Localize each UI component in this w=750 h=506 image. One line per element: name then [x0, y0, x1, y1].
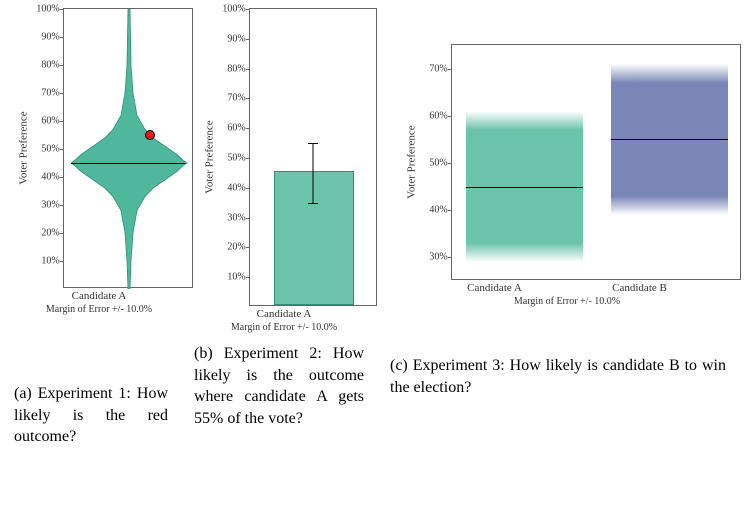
ytick-mark	[448, 69, 452, 70]
panel-a-xlabel: Candidate A	[72, 290, 127, 302]
ytick: 80%	[220, 63, 246, 74]
ytick: 90%	[220, 33, 246, 44]
ytick-mark	[246, 218, 250, 219]
panel-a-chart: 10%20%30%40%50%60%70%80%90%100%	[63, 8, 193, 288]
panel-c-chart: 30%40%50%60%70%	[451, 44, 741, 280]
ytick-mark	[246, 39, 250, 40]
ytick-mark	[246, 9, 250, 10]
caption-a: (a) Experiment 1: How likely is the red …	[12, 383, 170, 448]
ytick: 60%	[34, 116, 60, 127]
ytick: 20%	[220, 242, 246, 253]
panel-c-chart-wrap: Voter Preference 30%40%50%60%70%	[375, 44, 740, 280]
violin-mean-line	[71, 163, 185, 164]
caption-b: (b) Experiment 2: How likely is the outc…	[192, 343, 366, 429]
ytick-mark	[246, 277, 250, 278]
panel-b-xlabel: Candidate A	[257, 308, 312, 320]
ytick: 80%	[34, 60, 60, 71]
panel-c-xlabel-b: Candidate B	[567, 282, 712, 294]
ytick: 20%	[34, 228, 60, 239]
panels: Voter Preference 10%20%30%40%50%60%70%80…	[0, 0, 750, 333]
ytick: 100%	[34, 4, 60, 15]
panel-a-chart-wrap: Voter Preference 10%20%30%40%50%60%70%80…	[0, 8, 193, 288]
ytick: 10%	[34, 256, 60, 267]
panel-c-xlabel-a: Candidate A	[422, 282, 567, 294]
ytick: 60%	[220, 123, 246, 134]
ytick: 40%	[34, 172, 60, 183]
ytick: 40%	[422, 205, 448, 216]
ytick: 90%	[34, 32, 60, 43]
ytick-mark	[448, 257, 452, 258]
ytick-mark	[448, 210, 452, 211]
panel-b-ylabel: Voter Preference	[204, 120, 216, 193]
caption-c: (c) Experiment 3: How likely is candidat…	[388, 355, 728, 398]
bar-candidate-a	[274, 171, 354, 305]
ytick: 30%	[422, 252, 448, 263]
mean-line-b	[611, 139, 728, 140]
panel-c-ylabel: Voter Preference	[406, 125, 418, 198]
captions-row: (a) Experiment 1: How likely is the red …	[0, 333, 750, 448]
ytick-mark	[246, 188, 250, 189]
panel-c: Voter Preference 30% 40% 50% 60% 70% Candida…	[386, 44, 730, 307]
ytick: 50%	[422, 158, 448, 169]
ytick: 70%	[34, 88, 60, 99]
ytick: 10%	[220, 272, 246, 283]
ytick-mark	[246, 69, 250, 70]
panel-b: Voter Preference 10% 20% 30% 40% 50% 60% 70% 80…	[188, 8, 362, 333]
panel-c-xlabels: Candidate A Candidate B	[422, 280, 712, 294]
ytick-mark	[246, 158, 250, 159]
ytick: 50%	[34, 144, 60, 155]
panel-b-chart-wrap: Voter Preference 10%20%30%40%50%60%70%80…	[173, 8, 376, 306]
ytick: 50%	[220, 153, 246, 164]
ytick: 30%	[34, 200, 60, 211]
violin-shape	[64, 9, 194, 289]
panel-c-margin: Margin of Error +/- 10.0%	[514, 296, 620, 307]
panel-b-margin: Margin of Error +/- 10.0%	[231, 322, 337, 333]
ytick-mark	[246, 128, 250, 129]
panel-a-margin: Margin of Error +/- 10.0%	[46, 304, 152, 315]
ytick: 100%	[220, 4, 246, 15]
panel-a: Voter Preference 10% 20% 30% 40% 50% 60% 70% 80…	[8, 8, 172, 315]
ytick: 60%	[422, 110, 448, 121]
panel-b-chart: 10%20%30%40%50%60%70%80%90%100%	[249, 8, 377, 306]
ytick: 30%	[220, 212, 246, 223]
ytick: 70%	[220, 93, 246, 104]
ytick-mark	[246, 98, 250, 99]
ytick-mark	[246, 247, 250, 248]
errorbar-cap-bottom	[308, 203, 318, 204]
mean-line-a	[466, 187, 583, 188]
ytick: 70%	[422, 63, 448, 74]
errorbar-cap-top	[308, 143, 318, 144]
ytick-mark	[448, 163, 452, 164]
red-outcome-dot	[145, 130, 155, 140]
ytick-mark	[448, 116, 452, 117]
errorbar-stem	[312, 143, 313, 203]
panel-a-ylabel: Voter Preference	[18, 111, 30, 184]
ytick: 40%	[220, 182, 246, 193]
